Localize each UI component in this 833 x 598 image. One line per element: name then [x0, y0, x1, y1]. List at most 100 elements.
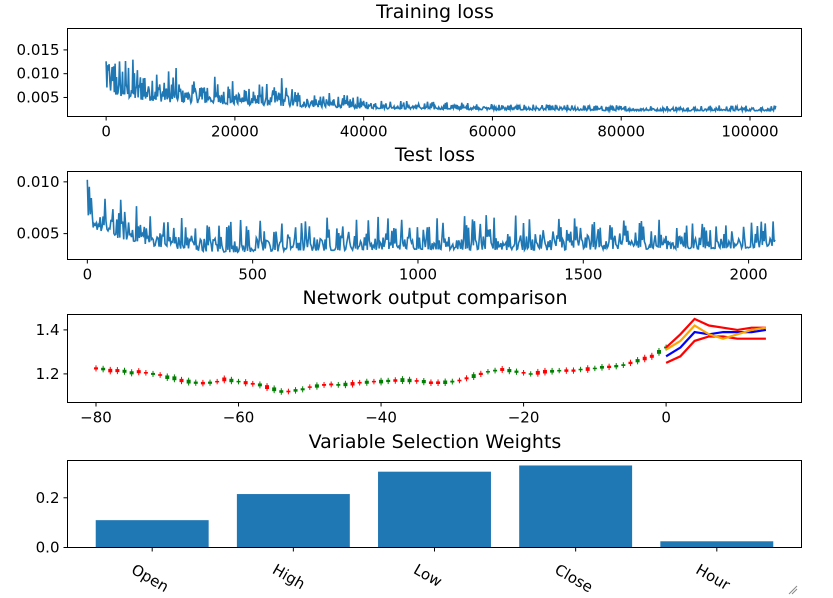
candle	[215, 380, 220, 383]
candle	[493, 369, 498, 372]
candle	[542, 369, 547, 374]
bar-high	[236, 494, 350, 548]
candle	[329, 383, 334, 386]
candle	[621, 364, 626, 366]
candle	[307, 386, 312, 388]
y-tick-label: 1.4	[36, 321, 60, 339]
x-tick-label: 40000	[340, 123, 388, 141]
candle	[550, 369, 555, 373]
candle	[364, 380, 369, 384]
candle	[443, 380, 448, 385]
candle	[528, 373, 533, 375]
x-tick-label: 0	[661, 409, 671, 427]
candle	[400, 378, 405, 382]
x-tick-label: 0	[101, 123, 111, 141]
candle	[129, 371, 134, 375]
candle	[478, 372, 483, 376]
x-tick-label: 0	[83, 266, 93, 284]
loss-line	[105, 59, 777, 114]
candle	[507, 368, 512, 373]
candle	[186, 379, 191, 384]
y-tick-label: 0.005	[17, 88, 60, 106]
candle	[293, 389, 298, 392]
training-loss-axes: 0 20000 40000 60000 80000 100000 0.005 0.010 0.0…	[17, 41, 779, 141]
x-tick-label: −40	[365, 409, 397, 427]
candle	[200, 381, 205, 385]
y-tick-label: 1.2	[36, 365, 60, 383]
candle	[250, 382, 255, 385]
candle	[257, 383, 262, 387]
candle	[236, 380, 241, 383]
forecast-line	[665, 317, 766, 349]
network-output-frame	[67, 314, 802, 403]
forecast-line	[665, 328, 767, 358]
candle	[642, 356, 647, 361]
candle	[122, 369, 127, 373]
network-output-title: Network output comparison	[302, 287, 567, 309]
category-label: High	[269, 560, 308, 593]
test-loss-panel: Test loss 0 500 1000 1500 2000 0.005 0.010	[17, 144, 802, 284]
candle	[115, 369, 120, 373]
candle	[450, 380, 455, 383]
variable-selection-panel: Variable Selection Weights Open High Low Cl…	[36, 431, 802, 596]
candle	[193, 381, 198, 384]
y-tick-label: 0.015	[17, 41, 60, 59]
candle	[485, 371, 490, 373]
category-label: Low	[411, 560, 446, 590]
x-tick-label: 2000	[730, 266, 768, 284]
x-tick-label: 100000	[721, 123, 778, 141]
candle	[393, 379, 398, 382]
x-tick-label: 60000	[469, 123, 517, 141]
candle	[514, 370, 519, 373]
candle	[428, 381, 433, 384]
training-loss-frame	[67, 28, 802, 117]
candle	[578, 368, 583, 371]
bar-open	[95, 520, 209, 548]
candle	[628, 361, 633, 365]
network-output-axes: −80 −60 −40 −20 0 1.2 1.4	[36, 321, 671, 427]
training-loss-title: Training loss	[375, 1, 494, 23]
candle	[564, 369, 569, 372]
candle	[179, 378, 184, 383]
candle	[557, 369, 562, 372]
y-tick-label: 0.010	[17, 65, 60, 83]
candle	[585, 367, 590, 371]
candle	[158, 374, 163, 376]
test-loss-title: Test loss	[394, 144, 475, 166]
x-tick-label: −80	[80, 409, 112, 427]
candle	[635, 359, 640, 363]
resize-grip-icon[interactable]	[788, 585, 798, 595]
candle	[656, 350, 661, 354]
candle	[272, 387, 277, 392]
candle	[165, 375, 170, 379]
network-output-plot	[94, 317, 767, 395]
x-tick-label: 20000	[211, 123, 259, 141]
y-tick-label: 0.005	[17, 225, 60, 243]
network-output-panel: Network output comparison −80 −60 −40 −20 0 1…	[36, 287, 802, 427]
x-tick-label: 1000	[399, 266, 437, 284]
variable-selection-plot	[95, 465, 774, 548]
candle	[208, 381, 213, 384]
test-loss-plot	[86, 179, 776, 254]
candle	[94, 367, 99, 370]
category-label: Open	[128, 560, 172, 596]
variable-selection-frame	[67, 460, 802, 548]
y-tick-label: 0.2	[36, 489, 60, 507]
x-tick-label: 80000	[597, 123, 645, 141]
candle	[229, 378, 234, 383]
candle	[279, 390, 284, 393]
forecast-line	[665, 324, 767, 351]
candle	[265, 385, 270, 390]
candle	[343, 382, 348, 387]
candle	[143, 372, 148, 374]
test-loss-axes: 0 500 1000 1500 2000 0.005 0.010	[17, 173, 768, 284]
candle	[592, 367, 597, 370]
candle	[136, 370, 141, 374]
candle	[471, 374, 476, 379]
bar-close	[519, 465, 633, 548]
candle	[101, 367, 106, 371]
candle	[243, 381, 248, 385]
candle	[521, 372, 526, 374]
candle	[457, 379, 462, 382]
